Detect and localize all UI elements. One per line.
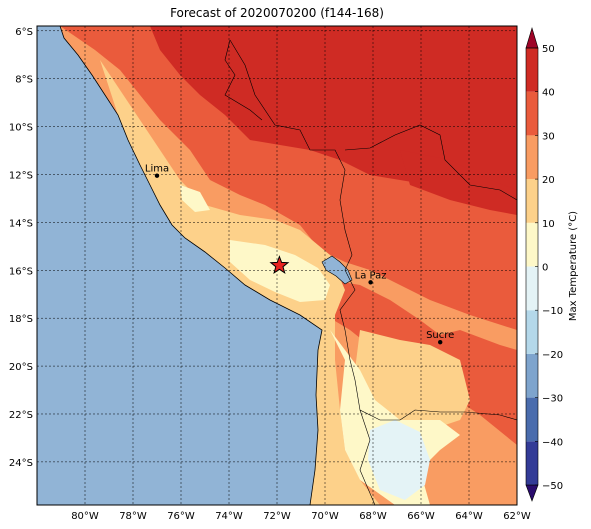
lon-tick-label: 72°W bbox=[263, 511, 291, 522]
lat-tick-label: 16°S bbox=[9, 266, 33, 277]
temp-band-10-20 bbox=[100, 60, 380, 505]
lon-tick-label: 78°W bbox=[119, 511, 147, 522]
colorbar-tick-label: 20 bbox=[542, 175, 555, 186]
colorbar-tick-label: −30 bbox=[542, 394, 563, 405]
map-field bbox=[37, 26, 517, 505]
temp-band-below-0 bbox=[368, 420, 430, 500]
colorbar-label: Max Temperature (°C) bbox=[568, 211, 579, 321]
colorbar-segment bbox=[526, 48, 538, 92]
lon-tick-label: 66°W bbox=[407, 511, 435, 522]
coastline bbox=[59, 26, 323, 505]
colorbar-segment bbox=[526, 397, 538, 442]
city-label: La Paz bbox=[355, 270, 387, 281]
colorbar-tick-label: 10 bbox=[542, 219, 555, 230]
colorbar-tick-label: −10 bbox=[542, 306, 563, 317]
lon-tick-label: 62°W bbox=[503, 511, 531, 522]
country-border bbox=[229, 39, 517, 421]
colorbar-segment bbox=[526, 353, 538, 398]
lat-tick-label: 18°S bbox=[9, 314, 33, 325]
red-star-icon bbox=[269, 255, 290, 274]
lon-tick-label: 64°W bbox=[455, 511, 483, 522]
city-label: Lima bbox=[145, 164, 169, 175]
city-dot bbox=[154, 173, 160, 178]
lat-tick-label: 24°S bbox=[9, 458, 33, 469]
colorbar-tick-label: −50 bbox=[542, 481, 563, 492]
lat-tick-label: 20°S bbox=[9, 362, 33, 373]
map-title: Forecast of 2020070200 (f144-168) bbox=[170, 6, 384, 20]
city-markers: Lima La Paz Sucre bbox=[145, 164, 454, 345]
city-label: Sucre bbox=[426, 330, 454, 341]
colorbar-segment bbox=[526, 179, 538, 223]
colorbar-segment bbox=[526, 135, 538, 180]
colorbar-tick-label: 30 bbox=[542, 131, 555, 142]
axis-ticks: 80°W 78°W 76°W 74°W 72°W 70°W 68°W 66°W 64°W 62°W… bbox=[9, 27, 531, 522]
lon-tick-label: 80°W bbox=[71, 511, 99, 522]
colorbar-segment bbox=[526, 441, 538, 485]
lon-tick-label: 68°W bbox=[359, 511, 387, 522]
lon-tick-label: 70°W bbox=[311, 511, 339, 522]
colorbar-tick-label: 50 bbox=[542, 44, 555, 55]
country-border-south bbox=[359, 409, 376, 505]
temp-band-0-10-north bbox=[180, 185, 210, 212]
colorbar-tick-label: 0 bbox=[542, 263, 548, 274]
map-frame bbox=[36, 25, 518, 506]
colorbar: 50 40 30 20 10 0 −10 −20 −30 −40 −50 bbox=[525, 26, 563, 502]
country-border-east bbox=[344, 124, 517, 201]
lon-tick-label: 76°W bbox=[167, 511, 195, 522]
lat-tick-label: 10°S bbox=[9, 123, 33, 134]
colorbar-tick-label: 40 bbox=[542, 88, 555, 99]
lat-tick-label: 6°S bbox=[15, 27, 33, 38]
lat-tick-label: 12°S bbox=[9, 170, 33, 181]
colorbar-extend-low bbox=[525, 484, 539, 502]
lake-titicaca bbox=[321, 255, 353, 285]
lon-tick-label: 74°W bbox=[215, 511, 243, 522]
colorbar-segment bbox=[526, 266, 538, 311]
lat-tick-label: 22°S bbox=[9, 410, 33, 421]
city-dot bbox=[368, 280, 373, 285]
city-dot bbox=[438, 339, 443, 345]
colorbar-segment bbox=[526, 91, 538, 136]
temp-band-40-plus-east bbox=[400, 150, 517, 215]
country-border-north bbox=[224, 39, 263, 121]
lat-tick-label: 8°S bbox=[15, 75, 33, 86]
colorbar-extend-high bbox=[525, 26, 539, 49]
colorbar-segment bbox=[526, 222, 538, 267]
colorbar-tick-label: −40 bbox=[542, 437, 563, 448]
temp-band-0-10 bbox=[230, 240, 330, 302]
colorbar-segment bbox=[526, 310, 538, 354]
lat-tick-label: 14°S bbox=[9, 218, 33, 229]
colorbar-tick-label: −20 bbox=[542, 350, 563, 361]
